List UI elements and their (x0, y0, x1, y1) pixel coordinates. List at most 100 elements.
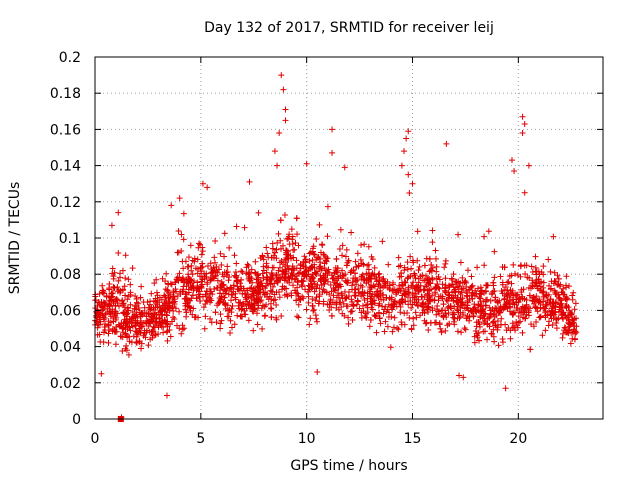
data-point-1968 (307, 264, 314, 271)
data-point-2094 (532, 264, 539, 271)
data-point-2193 (532, 303, 539, 310)
data-point-1494 (415, 288, 422, 295)
data-point-2318 (217, 325, 224, 332)
data-point-1976 (174, 249, 181, 256)
data-point-2174 (342, 278, 349, 285)
data-point-569 (338, 304, 345, 311)
data-point-1746 (569, 292, 576, 299)
data-point-2430 (445, 282, 452, 289)
data-point-2281 (241, 307, 248, 314)
data-point-2398 (367, 317, 374, 324)
data-point-1014 (189, 311, 196, 318)
data-point-1621 (397, 309, 404, 316)
data-point-2004 (318, 282, 325, 289)
data-point-1343 (383, 295, 390, 302)
data-point-2388 (551, 277, 558, 284)
data-point-2152 (333, 255, 340, 262)
data-point-2469 (328, 312, 335, 319)
data-point-2495 (268, 254, 275, 261)
data-point-2428 (501, 264, 508, 271)
data-point-2173 (408, 325, 415, 332)
y-tick-label-2: 0.04 (50, 340, 81, 356)
data-point-770 (439, 281, 446, 288)
data-point-2382 (569, 316, 576, 323)
data-point-53 (105, 339, 112, 346)
data-point-2528 (555, 275, 562, 282)
data-point-2272 (316, 265, 323, 272)
data-point-2160 (552, 315, 559, 322)
data-point-2063 (327, 282, 334, 289)
data-point-2562 (334, 265, 341, 272)
data-point-2005 (251, 297, 258, 304)
y-tick-label-8: 0.16 (50, 122, 81, 138)
data-point-2594 (557, 301, 564, 308)
data-point-1477 (318, 241, 325, 248)
data-point-2532 (516, 295, 523, 302)
data-point-886 (204, 279, 211, 286)
data-point-1849 (119, 348, 126, 355)
data-point-2246 (122, 326, 129, 333)
data-point-2178 (542, 327, 549, 334)
data-point-2118 (161, 308, 168, 315)
data-point-2254 (388, 313, 395, 320)
data-point-2122 (463, 314, 470, 321)
data-point-2592 (301, 272, 308, 279)
data-point-667 (202, 313, 209, 320)
data-point-1587 (501, 286, 508, 293)
data-point-2630 (115, 209, 122, 216)
data-point-2621 (508, 157, 515, 164)
data-point-344 (358, 241, 365, 248)
data-point-1569 (462, 278, 469, 285)
data-point-1440 (163, 329, 170, 336)
data-point-2086 (257, 280, 264, 287)
data-point-2423 (446, 292, 453, 299)
data-point-1522 (289, 263, 296, 270)
data-point-842 (506, 273, 513, 280)
data-point-1716 (512, 270, 519, 277)
data-point-2265 (401, 264, 408, 271)
data-point-320 (328, 288, 335, 295)
data-point-2576 (433, 284, 440, 291)
data-point-2010 (208, 270, 215, 277)
data-point-1476 (245, 269, 252, 276)
data-point-207 (339, 242, 346, 249)
data-point-2351 (378, 296, 385, 303)
data-point-2476 (558, 312, 565, 319)
data-point-927 (365, 243, 372, 250)
data-point-1790 (416, 263, 423, 270)
data-point-2610 (341, 164, 348, 171)
data-point-914 (306, 250, 313, 257)
data-point-2547 (197, 298, 204, 305)
data-point-2093 (504, 293, 511, 300)
data-point-573 (234, 312, 241, 319)
data-point-2634 (456, 372, 463, 379)
data-point-1946 (150, 297, 157, 304)
data-point-2120 (237, 280, 244, 287)
data-point-903 (379, 238, 386, 245)
data-point-2472 (426, 268, 433, 275)
data-point-287 (432, 247, 439, 254)
data-point-1661 (478, 291, 485, 298)
data-point-2512 (515, 299, 522, 306)
data-point-1552 (294, 273, 301, 280)
data-point-1512 (555, 308, 562, 315)
data-point-2421 (294, 279, 301, 286)
data-point-2588 (468, 292, 475, 299)
data-point-2548 (98, 298, 105, 305)
y-tick-label-7: 0.14 (50, 159, 81, 175)
data-point-660 (533, 319, 540, 326)
data-point-1384 (563, 273, 570, 280)
data-point-1051 (294, 231, 301, 238)
data-point-2316 (326, 307, 333, 314)
data-point-1783 (357, 256, 364, 263)
data-point-934 (109, 265, 116, 272)
data-point-2489 (453, 279, 460, 286)
data-point-1774 (489, 330, 496, 337)
data-point-1738 (460, 311, 467, 318)
data-point-2522 (281, 273, 288, 280)
data-point-1613 (461, 325, 468, 332)
data-point-187 (395, 254, 402, 261)
data-point-2169 (391, 314, 398, 321)
data-point-2462 (316, 255, 323, 262)
data-point-2465 (358, 273, 365, 280)
